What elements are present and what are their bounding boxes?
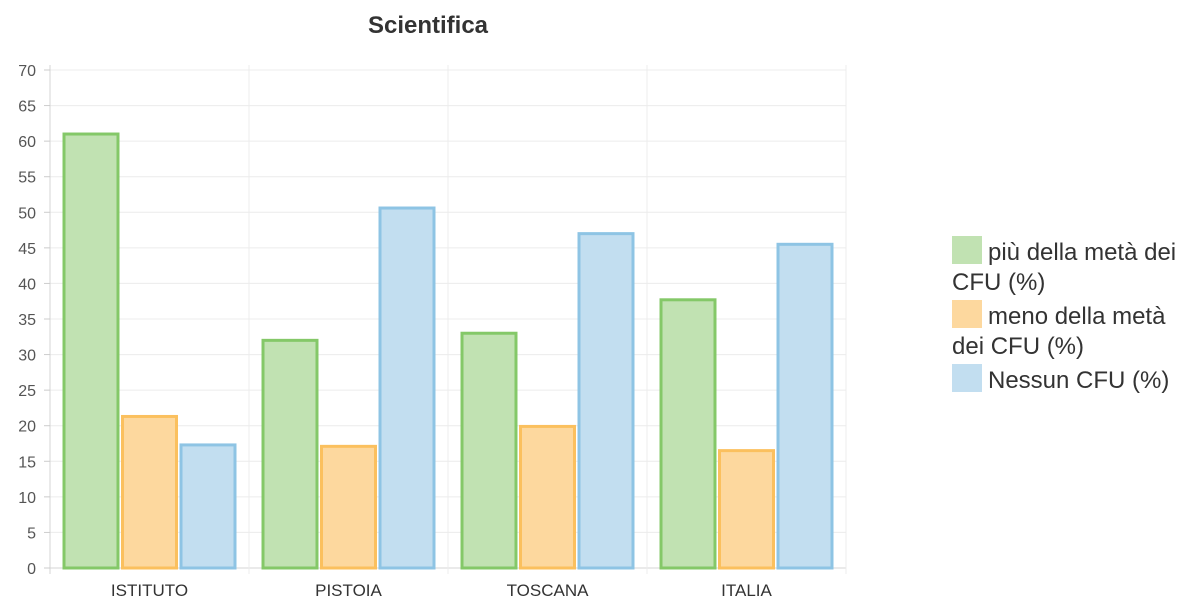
y-tick-label: 40 (18, 276, 36, 293)
x-category-label: TOSCANA (507, 581, 590, 599)
y-tick-label: 60 (18, 134, 36, 151)
y-tick-label: 15 (18, 454, 36, 471)
x-category-label: PISTOIA (315, 581, 382, 599)
legend-swatch (952, 236, 982, 264)
legend-label: Nessun CFU (%) (988, 367, 1170, 394)
y-tick-label: 35 (18, 312, 36, 329)
bar-italia-series-3 (776, 242, 834, 570)
legend-swatch (952, 364, 982, 392)
y-tick-label: 20 (18, 419, 36, 436)
bar-pistoia-series-1 (261, 338, 319, 570)
y-tick-label: 55 (18, 170, 36, 187)
label-layer: 0 5 10 15 20 25 30 35 40 45 50 55 60 65 70 ISTITUTO PIST… (18, 63, 772, 599)
bar-pistoia-series-3 (378, 206, 436, 570)
bar-istituto-series-3 (179, 443, 237, 570)
bar-istituto-series-2 (121, 414, 178, 570)
y-tick-label: 30 (18, 348, 36, 365)
bar-toscana-series-2 (519, 424, 576, 570)
bar-toscana-series-3 (577, 232, 635, 570)
legend-swatch (952, 300, 982, 328)
bar-italia-series-2 (718, 449, 775, 570)
x-category-label: ISTITUTO (111, 581, 188, 599)
y-tick-label: 10 (18, 490, 36, 507)
y-tick-label: 65 (18, 99, 36, 116)
y-tick-label: 70 (18, 63, 36, 80)
y-tick-label: 5 (27, 525, 36, 542)
bar-layer (62, 132, 834, 570)
bar-istituto-series-1 (62, 132, 120, 570)
legend-item[interactable]: meno della metà dei CFU (%) (952, 300, 1184, 362)
x-category-label: ITALIA (721, 581, 772, 599)
y-tick-label: 0 (27, 561, 36, 578)
legend-item[interactable]: più della metà dei CFU (%) (952, 236, 1184, 298)
axis-layer (44, 69, 50, 569)
bar-toscana-series-1 (460, 331, 518, 570)
chart-legend: più della metà dei CFU (%) meno della met… (952, 236, 1184, 398)
legend-label: più della metà dei CFU (%) (952, 239, 1177, 296)
chart-title: Scientifica (367, 12, 489, 39)
bar-pistoia-series-2 (320, 444, 377, 570)
legend-label: meno della metà dei CFU (%) (952, 303, 1166, 360)
y-tick-label: 45 (18, 241, 36, 258)
y-tick-label: 25 (18, 383, 36, 400)
legend-item[interactable]: Nessun CFU (%) (952, 364, 1184, 396)
y-tick-label: 50 (18, 205, 36, 222)
bar-chart: 0 5 10 15 20 25 30 35 40 45 50 55 60 65 70 ISTITUTO PIST… (18, 63, 847, 599)
bar-italia-series-1 (659, 298, 717, 570)
